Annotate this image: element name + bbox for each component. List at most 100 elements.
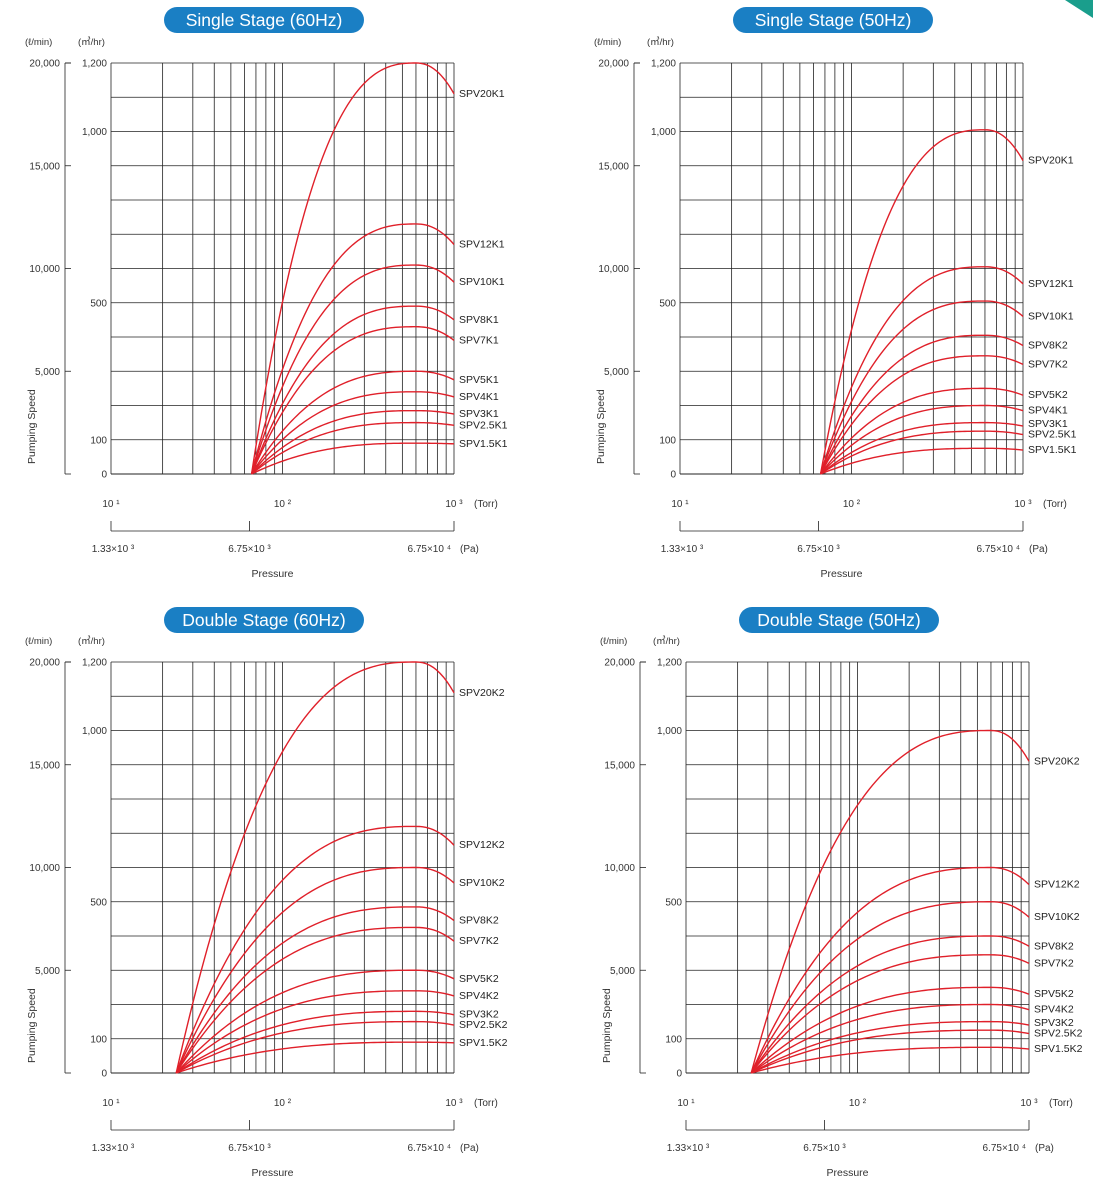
series-curve-spv4k1 xyxy=(820,404,1024,475)
series-curve-spv20k2 xyxy=(750,729,1030,1074)
y-left-tick-label: 15,000 xyxy=(29,161,60,172)
series-curve-spv5k2 xyxy=(819,387,1024,475)
series-label: SPV10K2 xyxy=(459,877,505,889)
y-right-tick-label: 0 xyxy=(676,1069,682,1080)
series-curve-spv8k2 xyxy=(175,906,455,1074)
series-curve-spv1-5k1 xyxy=(251,442,455,475)
y-right-tick-label: 1,200 xyxy=(82,658,107,669)
chart-title-pill xyxy=(739,607,939,633)
x-tick-label: 10 ³ xyxy=(1020,1098,1038,1109)
y-right-unit: (㎥/hr) xyxy=(78,635,105,647)
series-curve-spv12k2 xyxy=(175,825,455,1074)
y-axis-title: Pumping Speed xyxy=(595,389,607,464)
series-label: SPV10K2 xyxy=(1034,911,1080,923)
chart-title: Single Stage (60Hz) xyxy=(186,10,343,30)
series-curve-spv12k1 xyxy=(819,266,1024,475)
series-label: SPV8K2 xyxy=(459,915,499,927)
series-curve-spv7k1 xyxy=(250,326,455,475)
series-label: SPV12K1 xyxy=(1028,278,1074,290)
y-left-tick-label: 10,000 xyxy=(29,863,60,874)
y-left-tick-label: 20,000 xyxy=(604,658,635,669)
y-left-tick-label: 5,000 xyxy=(604,367,629,378)
x-axis-title: Pressure xyxy=(251,1167,293,1178)
x-tick-label: 10 ¹ xyxy=(677,1098,695,1109)
y-right-tick-label: 100 xyxy=(90,1034,107,1045)
series-curve-spv4k2 xyxy=(175,990,455,1074)
chart-panel-3: Double Stage (60Hz) (ℓ/min) (㎥/hr) 20,000 15… xyxy=(25,607,508,1178)
series-curve-spv10k1 xyxy=(250,264,455,475)
series-curve-spv3k2 xyxy=(175,1010,455,1074)
series-curve-spv3k2 xyxy=(750,1020,1030,1074)
y-right-tick-label: 1,200 xyxy=(651,59,676,70)
y-right-tick-label: 1,200 xyxy=(82,59,107,70)
x-unit: (Torr) xyxy=(474,1098,498,1109)
pa-tick-label: 6.75×10 ³ xyxy=(797,544,840,555)
pa-unit: (Pa) xyxy=(1035,1143,1054,1154)
y-right-tick-label: 100 xyxy=(665,1034,682,1045)
series-curve-spv3k1 xyxy=(820,421,1024,475)
y-right-tick-label: 1,000 xyxy=(651,127,676,138)
pa-tick-label: 1.33×10 ³ xyxy=(667,1143,710,1154)
series-label: SPV4K1 xyxy=(459,391,499,403)
y-left-tick-label: 5,000 xyxy=(35,367,60,378)
chart-panel-1: Single Stage (60Hz) (ℓ/min) (㎥/hr) 20,000 15… xyxy=(25,7,508,580)
series-curve-spv8k1 xyxy=(250,305,455,475)
series-label: SPV2.5K1 xyxy=(1028,429,1077,441)
series-label: SPV12K2 xyxy=(1034,879,1080,891)
series-label: SPV2.5K1 xyxy=(459,419,508,431)
x-tick-label: 10 ² xyxy=(849,1098,867,1109)
pa-tick-label: 6.75×10 ⁴ xyxy=(407,544,451,555)
series-curve-spv5k1 xyxy=(250,370,455,475)
y-right-tick-label: 1,200 xyxy=(657,658,682,669)
series-curve-spv7k2 xyxy=(819,355,1024,475)
chart-title: Single Stage (50Hz) xyxy=(755,10,912,30)
series-label: SPV7K2 xyxy=(1028,358,1068,370)
chart-title-pill xyxy=(164,607,364,633)
x-tick-label: 10 ³ xyxy=(445,1098,463,1109)
series-label: SPV3K2 xyxy=(459,1009,499,1021)
x-tick-label: 10 ³ xyxy=(445,499,463,510)
series-label: SPV2.5K2 xyxy=(459,1019,508,1031)
series-label: SPV1.5K1 xyxy=(459,438,508,450)
pa-tick-label: 6.75×10 ³ xyxy=(803,1143,846,1154)
series-label: SPV1.5K2 xyxy=(459,1037,508,1049)
y-axis-title: Pumping Speed xyxy=(26,389,38,464)
series-label: SPV20K2 xyxy=(459,687,505,699)
chart-panel-4: Double Stage (50Hz) (ℓ/min) (㎥/hr) 20,000 15… xyxy=(600,607,1083,1178)
y-left-tick-label: 10,000 xyxy=(29,264,60,275)
series-label: SPV5K2 xyxy=(1028,389,1068,401)
series-label: SPV7K2 xyxy=(1034,957,1074,969)
series-label: SPV4K1 xyxy=(1028,405,1068,417)
series-label: SPV1.5K1 xyxy=(1028,444,1077,456)
series-curve-spv8k2 xyxy=(750,935,1030,1074)
series-label: SPV8K2 xyxy=(1028,340,1068,352)
y-left-tick-label: 10,000 xyxy=(598,264,629,275)
series-curve-spv2-5k1 xyxy=(820,430,1024,475)
chart-title: Double Stage (60Hz) xyxy=(182,610,345,630)
chart-title-pill xyxy=(733,7,933,33)
series-curve-spv20k1 xyxy=(250,62,455,475)
y-right-tick-label: 1,000 xyxy=(82,726,107,737)
series-label: SPV5K1 xyxy=(459,374,499,386)
y-right-tick-label: 1,000 xyxy=(82,127,107,138)
series-label: SPV20K1 xyxy=(1028,155,1074,167)
chart-panel-2: Single Stage (50Hz) (ℓ/min) (㎥/hr) 20,000 15… xyxy=(594,7,1077,580)
x-tick-label: 10 ² xyxy=(843,499,861,510)
series-curve-spv7k2 xyxy=(175,926,455,1074)
series-label: SPV3K2 xyxy=(1034,1017,1074,1029)
y-right-tick-label: 1,000 xyxy=(657,726,682,737)
x-axis-title: Pressure xyxy=(826,1167,868,1178)
y-right-unit: (㎥/hr) xyxy=(653,635,680,647)
x-unit: (Torr) xyxy=(1049,1098,1073,1109)
y-right-tick-label: 500 xyxy=(659,298,676,309)
y-axis-title: Pumping Speed xyxy=(26,988,38,1063)
corner-accent xyxy=(1065,0,1093,18)
series-curve-spv2-5k2 xyxy=(175,1020,455,1074)
y-left-tick-label: 5,000 xyxy=(35,966,60,977)
series-label: SPV4K2 xyxy=(459,990,499,1002)
series-curve-spv10k2 xyxy=(750,901,1030,1074)
series-label: SPV2.5K2 xyxy=(1034,1028,1083,1040)
series-curve-spv10k2 xyxy=(175,866,455,1074)
pa-tick-label: 6.75×10 ³ xyxy=(228,1143,271,1154)
